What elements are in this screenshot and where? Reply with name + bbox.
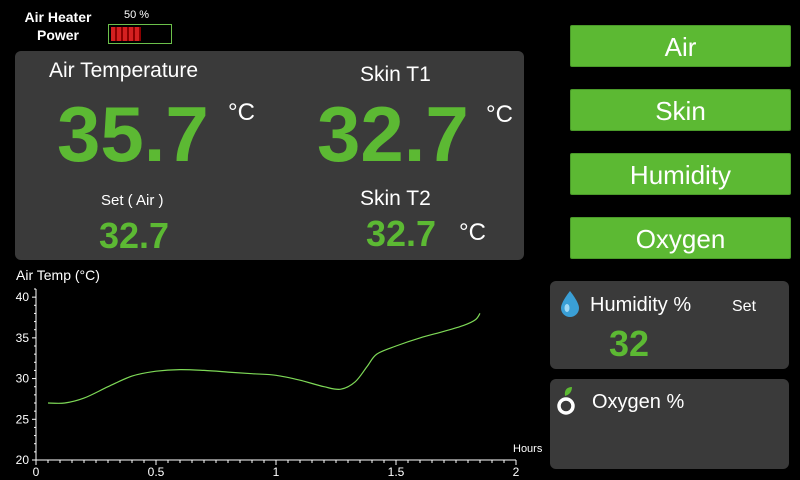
heater-percent-text: 50 %: [124, 9, 150, 21]
set-air-label: Set ( Air ): [101, 192, 164, 209]
skin-t2-unit: °C: [459, 219, 486, 246]
oxygen-panel[interactable]: Oxygen %: [550, 379, 789, 469]
air-temp-chart: Air Temp (°C) Hours 20 25 30 35 40 0 0.5 1 1.5 2: [16, 267, 543, 479]
air-button[interactable]: Air: [570, 25, 791, 67]
heater-label-line2: Power: [36, 27, 79, 43]
humidity-button[interactable]: Humidity: [570, 153, 791, 195]
air-temperature-unit: °C: [228, 99, 255, 126]
y-tick-label: 20: [16, 453, 30, 467]
heater-power-fill: [111, 27, 141, 41]
humidity-panel[interactable]: Humidity % Set 32: [550, 281, 789, 369]
humidity-title: Humidity %: [590, 294, 692, 316]
air-heater-power-label: Air Heater Power: [18, 8, 98, 44]
oxygen-leaf-icon: [557, 386, 579, 421]
heater-power-bar: [108, 24, 172, 44]
water-drop-icon: [559, 290, 581, 323]
set-air-value: 32.7: [99, 215, 170, 256]
chart-tick-labels: 20 25 30 35 40 0 0.5 1 1.5 2: [16, 290, 520, 479]
skin-button[interactable]: Skin: [570, 89, 791, 131]
temperature-panel: Air Temperature 35.7 °C Skin T1 32.7 °C …: [15, 51, 524, 260]
x-tick-label: 1: [273, 465, 280, 479]
skin-t2-label: Skin T2: [360, 187, 431, 210]
x-tick-label: 1.5: [388, 465, 405, 479]
y-tick-label: 35: [16, 331, 30, 345]
air-temperature-label: Air Temperature: [49, 59, 199, 82]
chart-minor-ticks: [32, 288, 517, 465]
skin-t1-value: 32.7: [317, 90, 469, 178]
air-temperature-value: 35.7: [57, 90, 209, 178]
chart-x-axis-title: Hours: [513, 443, 543, 455]
x-tick-label: 2: [513, 465, 520, 479]
y-tick-label: 25: [16, 412, 30, 426]
x-tick-label: 0.5: [148, 465, 165, 479]
chart-series-line: [47, 313, 481, 404]
skin-t1-label: Skin T1: [360, 63, 431, 86]
oxygen-button[interactable]: Oxygen: [570, 217, 791, 259]
chart-y-axis-title: Air Temp (°C): [16, 267, 100, 283]
skin-t1-unit: °C: [486, 101, 513, 128]
humidity-set-label: Set: [732, 298, 757, 315]
x-tick-label: 0: [33, 465, 40, 479]
y-tick-label: 40: [16, 290, 30, 304]
skin-t2-value: 32.7: [366, 213, 437, 254]
y-tick-label: 30: [16, 372, 30, 386]
oxygen-title: Oxygen %: [592, 391, 685, 413]
heater-label-line1: Air Heater: [24, 9, 92, 25]
humidity-value: 32: [609, 323, 650, 364]
